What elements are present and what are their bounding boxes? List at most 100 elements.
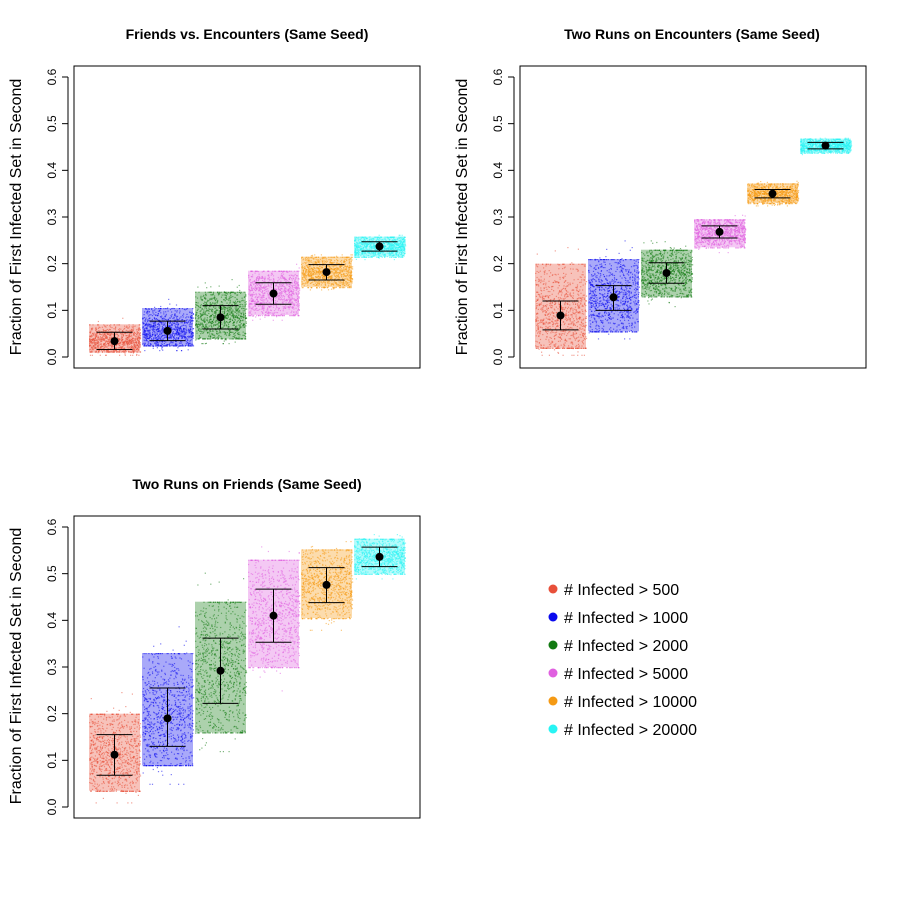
data-point [258,315,259,316]
data-point [153,346,154,347]
data-point [350,254,351,255]
data-point [122,318,123,319]
data-point [279,315,280,316]
data-point [97,352,98,353]
data-point [339,287,340,288]
data-point [161,347,162,348]
data-point [229,343,230,344]
data-point [376,257,377,258]
data-point [321,289,322,290]
data-point [165,345,166,346]
data-point [290,315,291,316]
figure: Friends vs. Encounters (Same Seed) Fract… [0,0,900,900]
data-point [342,287,343,288]
data-point [255,316,256,317]
data-point [144,350,145,351]
data-point [253,315,254,316]
data-point [157,347,158,348]
data-point [161,345,162,346]
data-point [219,286,220,287]
data-point [260,315,261,316]
data-point [210,286,211,287]
data-point [319,287,320,288]
data-point [273,320,274,321]
data-point [164,345,165,346]
data-point [229,338,230,339]
data-point [299,288,300,289]
data-point [98,321,99,322]
data-point [170,345,171,346]
data-point [183,345,184,346]
data-point [95,351,96,352]
data-point [276,316,277,317]
data-point [109,351,110,352]
data-point [166,345,167,346]
data-point [350,287,351,288]
data-point [256,315,257,316]
data-point [131,352,132,353]
data-point [352,266,353,267]
data-point [352,254,353,255]
data-point [382,257,383,258]
data-point [136,351,137,352]
data-point [316,287,317,288]
data-point [202,338,203,339]
data-point [160,306,161,307]
data-point [343,287,344,288]
data-point [90,355,91,356]
data-point [140,351,141,352]
data-point [344,287,345,288]
data-point [197,287,198,288]
data-point [240,338,241,339]
data-point [112,351,113,352]
data-point [302,287,303,288]
data-point [204,338,205,339]
data-point [328,289,329,290]
data-point [282,315,283,316]
data-point [92,355,93,356]
data-point [172,345,173,346]
data-point [271,315,272,316]
data-point [379,235,380,236]
data-point [124,353,125,354]
data-point [196,338,197,339]
data-point [299,267,300,268]
data-point [323,287,324,288]
data-point [232,338,233,339]
data-point [117,351,118,352]
data-point [102,351,103,352]
data-point [185,345,186,346]
data-point [311,255,312,256]
data-point [119,351,120,352]
data-point [274,315,275,316]
data-point [130,355,131,356]
data-point [177,347,178,348]
data-point [177,345,178,346]
data-point [93,351,94,352]
data-point [260,319,261,320]
data-point [195,339,196,340]
data-point [158,345,159,346]
data-point [333,287,334,288]
data-point [145,345,146,346]
y-axis-label: Fraction of First Infected Set in Second [8,79,25,356]
data-point [311,287,312,288]
data-point [239,290,240,291]
data-point [405,245,406,246]
data-point [89,351,90,352]
data-point [239,338,240,339]
data-point [148,345,149,346]
data-point [334,287,335,288]
data-point [176,350,177,351]
data-point [201,343,202,344]
data-point [391,257,392,258]
data-point [96,351,97,352]
data-point [321,254,322,255]
data-point [104,351,105,352]
data-point [207,338,208,339]
data-point [154,307,155,308]
data-point [169,304,170,305]
data-point [168,299,169,300]
data-point [291,315,292,316]
data-point [188,345,189,346]
